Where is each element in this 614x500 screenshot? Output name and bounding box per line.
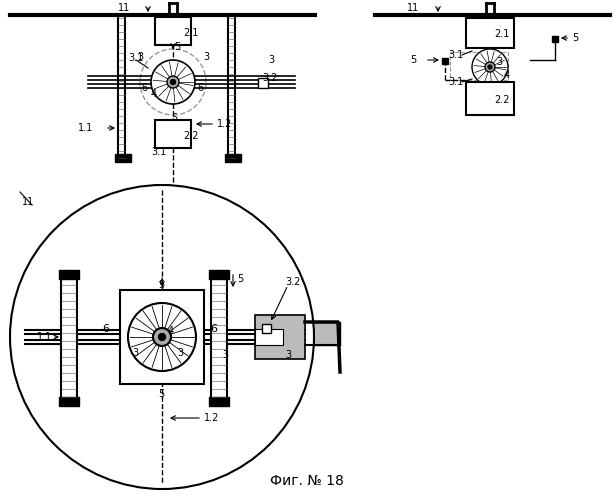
Circle shape xyxy=(472,49,508,85)
Bar xyxy=(155,120,191,148)
Text: 6: 6 xyxy=(141,83,147,93)
Bar xyxy=(466,82,514,115)
Text: 3: 3 xyxy=(203,52,209,62)
Bar xyxy=(209,397,229,406)
Text: 5: 5 xyxy=(158,280,165,290)
Text: 11: 11 xyxy=(22,197,34,207)
Bar xyxy=(61,275,77,399)
Text: 11: 11 xyxy=(118,3,130,13)
Bar xyxy=(552,36,558,42)
Circle shape xyxy=(153,328,171,346)
Bar xyxy=(59,270,79,279)
Text: 5: 5 xyxy=(171,113,177,123)
Circle shape xyxy=(485,62,495,72)
Text: 3: 3 xyxy=(268,55,274,65)
Text: Фиг. № 18: Фиг. № 18 xyxy=(270,474,344,488)
Text: 1.2: 1.2 xyxy=(217,119,232,129)
Text: 1.2: 1.2 xyxy=(204,413,219,423)
Circle shape xyxy=(167,76,179,88)
Text: 6: 6 xyxy=(102,324,109,334)
Bar xyxy=(155,17,191,45)
Circle shape xyxy=(488,65,492,69)
Text: 2.2: 2.2 xyxy=(183,131,198,141)
Text: 4: 4 xyxy=(168,326,174,336)
Text: 4: 4 xyxy=(151,89,157,99)
Bar xyxy=(209,270,229,279)
Text: 3.2: 3.2 xyxy=(285,277,300,287)
Circle shape xyxy=(171,80,176,84)
Text: 3.1: 3.1 xyxy=(128,53,143,63)
Bar xyxy=(466,18,514,48)
Circle shape xyxy=(158,334,166,340)
Text: 6: 6 xyxy=(210,324,217,334)
Text: 1.1: 1.1 xyxy=(78,123,93,133)
Text: 3: 3 xyxy=(285,350,291,360)
Text: 2.2: 2.2 xyxy=(494,95,510,105)
Text: 3.1: 3.1 xyxy=(448,50,463,60)
Bar xyxy=(262,324,271,333)
Text: 2.1: 2.1 xyxy=(494,29,510,39)
Bar xyxy=(442,58,448,64)
Text: 3: 3 xyxy=(177,348,183,358)
Text: 5: 5 xyxy=(572,33,578,43)
Bar xyxy=(258,78,268,88)
Text: 2.1: 2.1 xyxy=(183,28,198,38)
Bar xyxy=(255,315,305,359)
Text: 11: 11 xyxy=(407,3,419,13)
Bar xyxy=(225,154,241,162)
Text: 5: 5 xyxy=(158,389,165,399)
Text: 3: 3 xyxy=(132,348,138,358)
Text: 1.1: 1.1 xyxy=(37,332,52,342)
Text: 3.2: 3.2 xyxy=(262,73,278,83)
Polygon shape xyxy=(305,322,340,345)
Text: 5: 5 xyxy=(174,42,181,52)
Bar xyxy=(211,275,227,399)
Circle shape xyxy=(128,303,196,371)
Text: 3: 3 xyxy=(137,52,143,62)
Text: 6: 6 xyxy=(197,83,203,93)
Bar xyxy=(59,397,79,406)
Bar xyxy=(450,52,508,80)
Text: 3.1: 3.1 xyxy=(151,147,166,157)
Bar xyxy=(120,290,204,384)
Text: 3: 3 xyxy=(222,350,228,360)
Bar xyxy=(255,329,283,345)
Circle shape xyxy=(151,60,195,104)
Text: 4: 4 xyxy=(504,70,510,80)
Text: 3.1: 3.1 xyxy=(448,77,463,87)
Text: 5: 5 xyxy=(237,274,243,284)
Text: 3: 3 xyxy=(496,57,502,67)
Circle shape xyxy=(10,185,314,489)
Text: 5: 5 xyxy=(410,55,416,65)
Bar xyxy=(115,154,131,162)
